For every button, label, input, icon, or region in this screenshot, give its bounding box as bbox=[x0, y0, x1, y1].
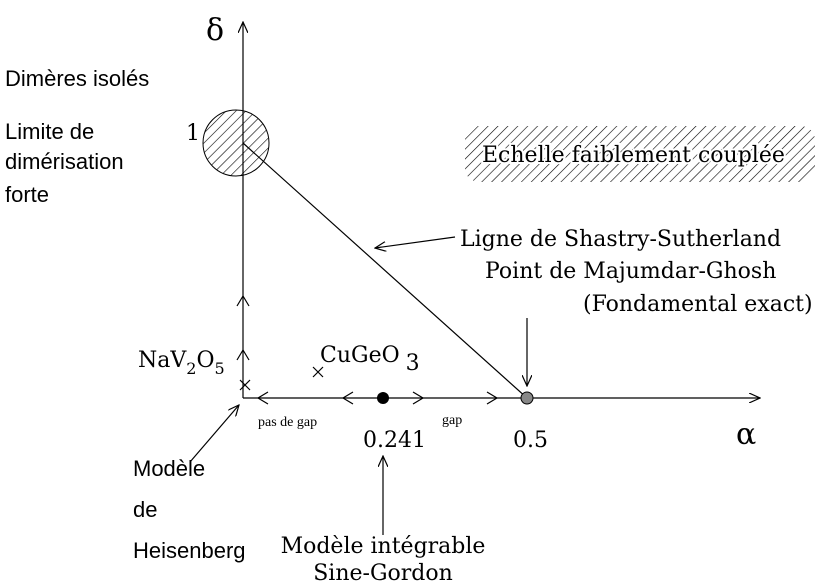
axes bbox=[189, 22, 815, 535]
label: Ligne de Shastry-Sutherland bbox=[460, 227, 781, 252]
label: Modèle intégrable bbox=[281, 534, 486, 559]
label: forte bbox=[5, 182, 49, 207]
label: Point de Majumdar-Ghosh bbox=[485, 259, 776, 284]
tick-0241: 0.241 bbox=[363, 428, 426, 453]
ladder-label: Echelle faiblement couplée bbox=[482, 143, 785, 168]
tick-05: 0.5 bbox=[513, 428, 548, 453]
cugeo-label: CuGeO 3 bbox=[320, 343, 420, 376]
label: (Fondamental exact) bbox=[583, 292, 813, 317]
label: gap bbox=[442, 413, 462, 428]
label: Heisenberg bbox=[133, 538, 246, 563]
label: Limite de bbox=[5, 119, 94, 144]
label: dimérisation bbox=[5, 149, 124, 174]
x-axis-label: α bbox=[736, 417, 756, 452]
label: Sine-Gordon bbox=[313, 561, 453, 585]
label: Modèle bbox=[133, 456, 205, 481]
tick-one: 1 bbox=[186, 121, 200, 146]
label: de bbox=[133, 497, 157, 522]
y-axis-label: δ bbox=[206, 13, 224, 48]
shastry-line bbox=[242, 142, 528, 399]
label: pas de gap bbox=[258, 415, 317, 430]
label: Dimères isolés bbox=[5, 66, 149, 91]
dimer-disk bbox=[202, 109, 270, 177]
navo-label: NaV2O5 bbox=[138, 348, 225, 378]
